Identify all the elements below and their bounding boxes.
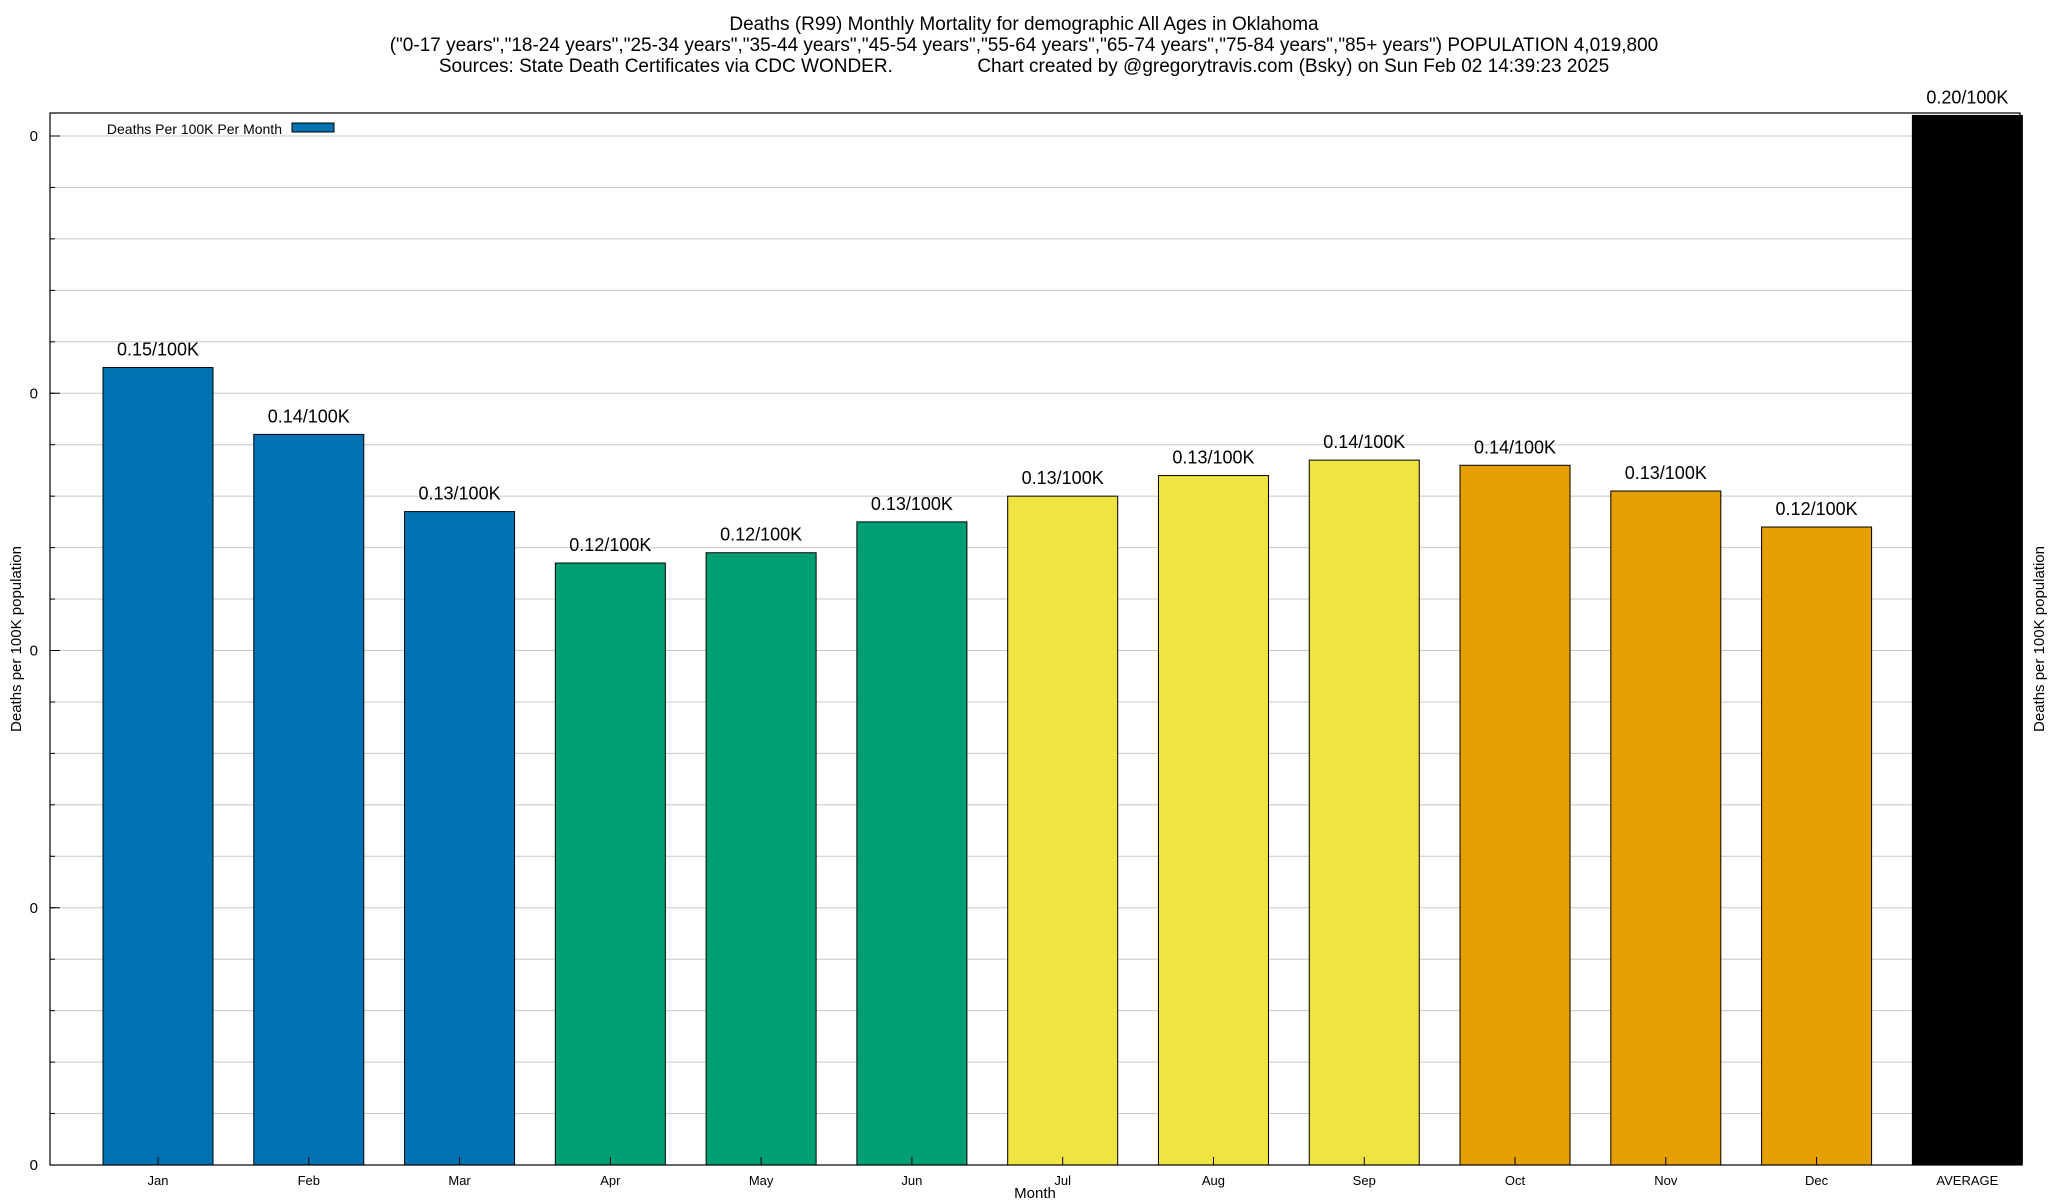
chart-titles: Deaths (R99) Monthly Mortality for demog… xyxy=(0,14,2048,77)
value-label: 0.13/100K xyxy=(871,494,953,514)
value-label: 0.15/100K xyxy=(117,340,199,360)
plot-frame xyxy=(49,112,2021,1166)
value-label: 0.14/100K xyxy=(268,406,350,426)
x-tick-label: Jul xyxy=(1054,1173,1071,1188)
value-label: 0.13/100K xyxy=(1172,448,1254,468)
x-tick-label: May xyxy=(749,1173,774,1188)
chart-subtitle: ("0-17 years","18-24 years","25-34 years… xyxy=(389,35,1659,56)
value-label: 0.14/100K xyxy=(1474,437,1556,457)
value-labels: 0.15/100K 0.14/100K 0.13/100K 0.12/100K 0.12… xyxy=(117,87,2008,555)
bar-oct xyxy=(1459,464,1571,1166)
y-tick-label: 0 xyxy=(30,385,38,402)
value-label: 0.13/100K xyxy=(1022,468,1104,488)
bar-apr xyxy=(554,562,666,1166)
bar-jul xyxy=(1007,495,1119,1166)
y-tick-label: 0 xyxy=(30,128,38,145)
y-tick-label: 0 xyxy=(30,900,38,917)
x-tick-label: AVERAGE xyxy=(1936,1173,1998,1188)
bar-average xyxy=(1911,114,2023,1166)
legend-label: Deaths Per 100K Per Month xyxy=(107,121,282,137)
x-tick-label: Feb xyxy=(298,1173,320,1188)
value-label: 0.14/100K xyxy=(1323,432,1405,452)
chart-title: Deaths (R99) Monthly Mortality for demog… xyxy=(729,14,1319,35)
x-tick-label: Jan xyxy=(148,1173,169,1188)
x-tick-label: Sep xyxy=(1353,1173,1376,1188)
y2-axis-title: Deaths per 100K population xyxy=(2031,546,2048,732)
x-axis-title: Month xyxy=(1014,1185,1056,1200)
value-label: 0.13/100K xyxy=(419,484,501,504)
legend-swatch xyxy=(291,122,335,133)
bar-may xyxy=(705,552,817,1166)
y-tick-label: 0 xyxy=(30,643,38,660)
x-tick-label: Mar xyxy=(448,1173,471,1188)
bar-jan xyxy=(102,367,214,1166)
chart-sources: Sources: State Death Certificates via CD… xyxy=(438,56,1610,77)
bar-dec xyxy=(1761,526,1873,1166)
bar-mar xyxy=(404,511,516,1166)
x-tick-label: Aug xyxy=(1202,1173,1225,1188)
bar-jun xyxy=(856,521,968,1166)
bar-nov xyxy=(1610,490,1722,1166)
x-tick-label: Dec xyxy=(1805,1173,1829,1188)
value-label: 0.20/100K xyxy=(1926,87,2008,107)
bar-aug xyxy=(1157,475,1269,1166)
value-label: 0.12/100K xyxy=(1776,499,1858,519)
x-axis-ticks: Jan Feb Mar Apr May Jun Jul Aug Sep Oct Nov Dec AVER… xyxy=(148,1157,1999,1188)
value-label: 0.12/100K xyxy=(569,535,651,555)
y-axis-title: Deaths per 100K population xyxy=(8,546,25,732)
y-axis-ticks: 0 0 0 0 0 xyxy=(30,128,2020,1174)
bar-sep xyxy=(1308,459,1420,1166)
legend: Deaths Per 100K Per Month xyxy=(107,121,335,137)
bars xyxy=(102,114,2023,1166)
x-tick-label: Nov xyxy=(1654,1173,1678,1188)
bar-feb xyxy=(253,433,365,1166)
x-tick-label: Apr xyxy=(600,1173,621,1188)
x-tick-label: Jun xyxy=(901,1173,922,1188)
value-label: 0.13/100K xyxy=(1625,463,1707,483)
value-label: 0.12/100K xyxy=(720,525,802,545)
x-tick-label: Oct xyxy=(1505,1173,1526,1188)
y-tick-label: 0 xyxy=(30,1157,38,1174)
